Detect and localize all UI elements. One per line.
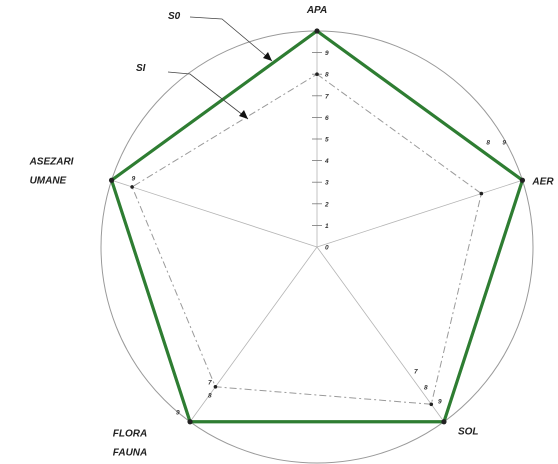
spoke-asezari-umane	[111, 179, 318, 248]
point-s0-sol	[441, 419, 447, 425]
value-label: 7	[414, 369, 418, 376]
series-si	[131, 73, 482, 405]
point-si-apa	[315, 72, 319, 76]
point-s0-aer	[519, 177, 526, 183]
axis-spokes	[111, 31, 523, 422]
axis-labels: APA AER SOL FLORA FAUNA ASEZARI UMANE	[29, 5, 555, 459]
value-label: 9	[502, 139, 506, 146]
tick-label: 8	[325, 72, 329, 79]
point-s0-apa	[314, 28, 320, 34]
tick-label: 7	[325, 93, 329, 100]
spoke-sol	[316, 246, 445, 422]
point-si-flora-fauna	[213, 384, 218, 389]
value-labels: 8 9 7 8 9 7 8 9 9	[132, 139, 507, 416]
value-label: 8	[424, 385, 428, 392]
axis-label-aer: AER	[531, 176, 554, 187]
value-label: 7	[208, 380, 212, 387]
legend-label-s0: S0	[168, 11, 181, 22]
tick-label: 1	[325, 223, 329, 230]
tick-label: 9	[325, 50, 329, 57]
legend-arrowhead	[239, 110, 248, 119]
tick-label: 6	[325, 115, 329, 122]
axis-label-sol: SOL	[458, 427, 479, 438]
scale-ticks: 0 1 2 3 4 5 6 7 8 9	[312, 50, 329, 252]
series-legend: S0 SI	[136, 11, 273, 120]
tick-label: 4	[324, 158, 329, 165]
legend-leader-si	[167, 71, 249, 120]
point-si-sol	[429, 402, 434, 407]
axis-label-flora-fauna: FLORA	[113, 429, 147, 440]
spoke-aer	[316, 179, 523, 248]
tick-label: 0	[325, 245, 329, 252]
point-s0-asezari-umane	[108, 177, 115, 183]
point-si-asezari-umane	[130, 185, 134, 189]
axis-label-asezari-umane: UMANE	[30, 175, 67, 186]
legend-arrowhead	[263, 52, 272, 61]
value-label: 9	[176, 410, 180, 417]
point-s0-flora-fauna	[187, 419, 193, 425]
value-label: 8	[208, 393, 212, 400]
axis-label-flora-fauna: FAUNA	[113, 448, 147, 459]
tick-label: 5	[325, 137, 329, 144]
value-label: 9	[132, 175, 136, 182]
legend-label-si: SI	[136, 63, 146, 74]
point-si-aer	[479, 191, 484, 196]
axis-label-apa: APA	[306, 5, 327, 16]
series-polygons	[108, 28, 526, 425]
tick-label: 2	[324, 201, 329, 208]
spoke-flora-fauna	[189, 246, 318, 422]
value-label: 9	[438, 399, 442, 406]
series-s0	[109, 29, 525, 424]
value-label: 8	[486, 139, 490, 146]
legend-leader-s0	[189, 16, 273, 62]
axis-label-asezari-umane: ASEZARI	[29, 156, 74, 167]
tick-label: 3	[325, 180, 329, 187]
